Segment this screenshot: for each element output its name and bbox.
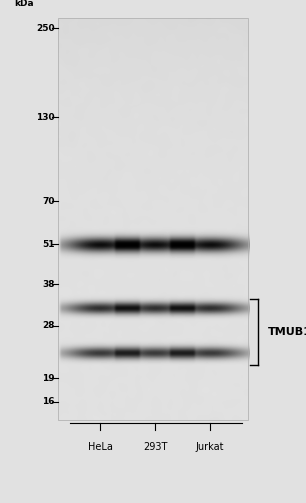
Text: HeLa: HeLa bbox=[88, 442, 112, 452]
Text: 28: 28 bbox=[43, 321, 55, 330]
Text: 293T: 293T bbox=[143, 442, 167, 452]
Text: 70: 70 bbox=[43, 197, 55, 206]
Text: 130: 130 bbox=[36, 113, 55, 122]
Text: kDa: kDa bbox=[14, 0, 34, 8]
Text: 51: 51 bbox=[43, 240, 55, 249]
Text: Jurkat: Jurkat bbox=[196, 442, 224, 452]
Text: 16: 16 bbox=[43, 397, 55, 406]
Text: TMUB1: TMUB1 bbox=[268, 327, 306, 337]
Text: 19: 19 bbox=[42, 374, 55, 383]
Text: 38: 38 bbox=[43, 280, 55, 289]
Text: 250: 250 bbox=[36, 24, 55, 33]
Bar bbox=[58, 18, 248, 420]
